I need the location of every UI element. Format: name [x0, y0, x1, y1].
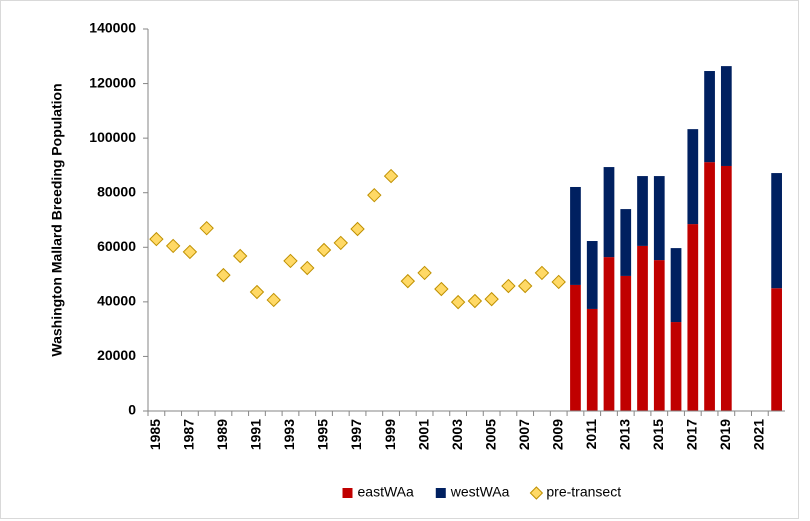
bar: [687, 224, 699, 411]
bar: [620, 209, 632, 276]
bar: [603, 257, 615, 411]
x-tick-label: 1999: [382, 419, 398, 450]
y-tick-label: 120000: [89, 74, 136, 90]
x-tick-label: 2003: [449, 419, 465, 450]
y-tick-label: 0: [128, 402, 136, 418]
bar: [720, 66, 732, 166]
x-tick-label: 1987: [181, 419, 197, 450]
diamond-marker: [450, 294, 466, 310]
x-tick-label: 2001: [415, 419, 431, 450]
x-tick-label: 2007: [516, 419, 532, 450]
legend-label: westWAa: [450, 484, 510, 500]
legend-marker: [529, 486, 544, 500]
x-tick-label: 1997: [348, 419, 364, 450]
diamond-marker: [367, 187, 382, 203]
y-tick-label: 20000: [97, 347, 136, 363]
y-tick-label: 40000: [97, 293, 136, 309]
bar: [586, 308, 598, 411]
bar: [653, 260, 665, 411]
bar: [720, 165, 732, 411]
diamond-marker: [316, 242, 332, 258]
bar: [570, 284, 581, 411]
x-tick-label: 1995: [315, 419, 331, 450]
diamond-marker: [266, 292, 281, 308]
diamond-marker: [199, 220, 214, 236]
diamond-marker: [333, 235, 348, 251]
y-tick-label: 80000: [97, 183, 136, 199]
x-tick-label: 2009: [549, 419, 565, 450]
diamond-marker: [149, 231, 164, 247]
legend-label: pre-transect: [546, 484, 621, 500]
diamond-marker: [534, 265, 550, 281]
legend-marker: [435, 488, 446, 498]
x-tick-label: 2021: [751, 419, 767, 450]
x-tick-label: 2015: [650, 419, 666, 450]
bar: [670, 322, 682, 411]
bar: [670, 248, 682, 323]
diamond-marker: [232, 248, 248, 264]
legend: eastWAa westWAa pre-transect: [342, 484, 621, 500]
bar: [687, 129, 699, 225]
legend-label: eastWAa: [358, 484, 414, 500]
bar: [603, 167, 615, 258]
diamond-marker: [249, 284, 265, 300]
diamond-marker: [517, 278, 533, 294]
x-tick-label: 2011: [583, 419, 599, 450]
bar: [637, 245, 648, 411]
bar: [704, 71, 715, 163]
bar: [653, 176, 665, 261]
diamond-marker: [383, 168, 399, 184]
legend-marker: [342, 488, 353, 498]
bar: [704, 162, 715, 411]
x-tick-label: 2017: [684, 419, 700, 450]
bar: [620, 275, 632, 411]
diamond-marker: [182, 244, 198, 260]
diamond-marker: [165, 238, 181, 254]
y-axis-label: Washington Mallard Breeding Population: [49, 83, 65, 356]
bar: [570, 186, 581, 285]
diamond-marker: [350, 221, 365, 237]
diamond-marker: [434, 281, 449, 297]
bar: [771, 173, 782, 289]
diamond-marker: [551, 274, 566, 290]
x-tick-label: 2005: [482, 419, 498, 450]
y-tick-label: 140000: [89, 20, 136, 36]
x-tick-label: 1991: [248, 419, 264, 450]
diamond-marker: [283, 253, 298, 269]
y-tick-label: 60000: [97, 238, 136, 254]
diamond-marker: [467, 293, 483, 309]
x-tick-label: 1989: [214, 419, 230, 450]
x-tick-label: 1985: [147, 419, 163, 450]
x-tick-label: 2019: [717, 419, 733, 450]
diamond-marker: [484, 291, 499, 307]
diamond-marker: [216, 267, 231, 283]
x-tick-label: 2013: [616, 419, 632, 450]
y-tick-label: 100000: [89, 129, 136, 145]
diamond-marker: [300, 260, 315, 276]
bar: [637, 176, 648, 246]
x-tick-label: 1993: [281, 419, 297, 450]
diamond-marker: [501, 278, 516, 294]
diamond-marker: [400, 273, 416, 289]
bar: [586, 241, 598, 309]
bar: [771, 288, 782, 411]
diamond-marker: [417, 265, 432, 281]
